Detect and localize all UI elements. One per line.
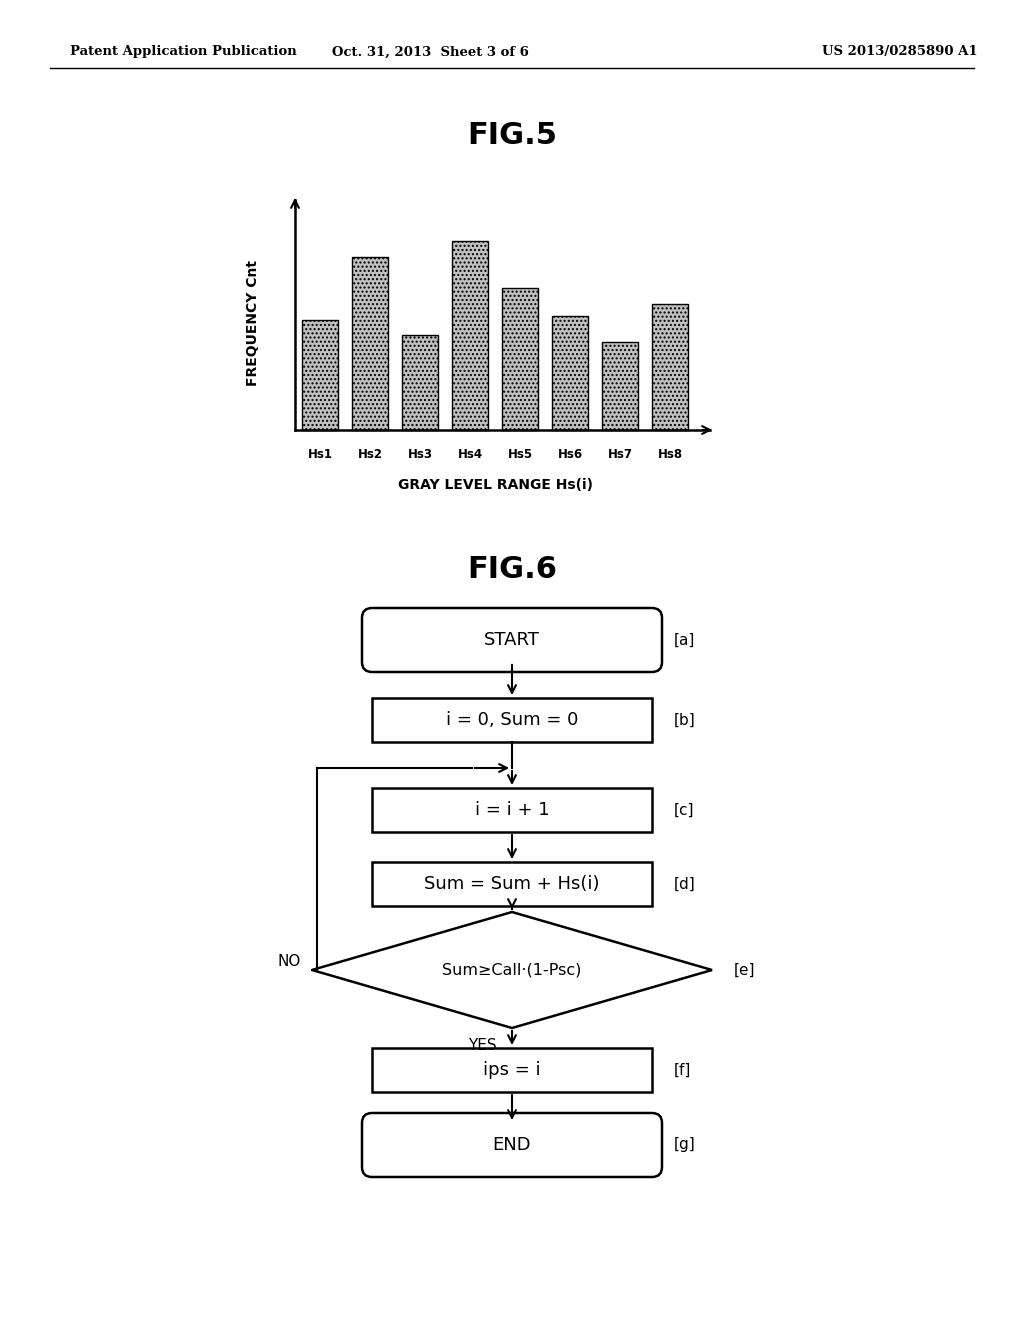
Text: Hs5: Hs5 xyxy=(508,447,532,461)
Text: GRAY LEVEL RANGE Hs(i): GRAY LEVEL RANGE Hs(i) xyxy=(397,478,593,492)
Bar xyxy=(502,288,538,430)
Text: [a]: [a] xyxy=(674,632,695,648)
Text: Oct. 31, 2013  Sheet 3 of 6: Oct. 31, 2013 Sheet 3 of 6 xyxy=(332,45,528,58)
Text: Hs1: Hs1 xyxy=(307,447,333,461)
Text: [b]: [b] xyxy=(674,713,695,727)
Text: [d]: [d] xyxy=(674,876,695,891)
Text: Hs8: Hs8 xyxy=(657,447,683,461)
Text: Hs6: Hs6 xyxy=(557,447,583,461)
Text: US 2013/0285890 A1: US 2013/0285890 A1 xyxy=(822,45,978,58)
Text: START: START xyxy=(484,631,540,649)
Text: Hs2: Hs2 xyxy=(357,447,383,461)
FancyBboxPatch shape xyxy=(362,609,662,672)
Text: [f]: [f] xyxy=(674,1063,691,1077)
Text: Hs3: Hs3 xyxy=(408,447,432,461)
Bar xyxy=(602,342,638,430)
Bar xyxy=(402,335,438,430)
Text: [c]: [c] xyxy=(674,803,694,817)
Bar xyxy=(452,240,488,430)
Text: [g]: [g] xyxy=(674,1138,695,1152)
Text: FREQUENCY Cnt: FREQUENCY Cnt xyxy=(246,260,260,385)
Bar xyxy=(372,698,652,742)
Bar xyxy=(372,788,652,832)
Text: i = 0, Sum = 0: i = 0, Sum = 0 xyxy=(445,711,579,729)
Text: NO: NO xyxy=(278,954,301,969)
Bar xyxy=(652,304,688,430)
Bar xyxy=(352,256,388,430)
Text: YES: YES xyxy=(468,1038,497,1053)
Polygon shape xyxy=(312,912,712,1028)
Text: END: END xyxy=(493,1137,531,1154)
Bar xyxy=(372,1048,652,1092)
Text: FIG.6: FIG.6 xyxy=(467,556,557,585)
Bar xyxy=(302,319,338,430)
Text: Hs7: Hs7 xyxy=(607,447,633,461)
Text: FIG.5: FIG.5 xyxy=(467,120,557,149)
Bar xyxy=(552,317,588,430)
Text: Patent Application Publication: Patent Application Publication xyxy=(70,45,297,58)
FancyBboxPatch shape xyxy=(362,1113,662,1177)
Text: Sum = Sum + Hs(i): Sum = Sum + Hs(i) xyxy=(424,875,600,894)
Text: ips = i: ips = i xyxy=(483,1061,541,1078)
Text: [e]: [e] xyxy=(734,962,756,978)
Text: i = i + 1: i = i + 1 xyxy=(475,801,549,818)
Text: Hs4: Hs4 xyxy=(458,447,482,461)
Text: Sum≥Call·(1-Psc): Sum≥Call·(1-Psc) xyxy=(442,962,582,978)
Bar xyxy=(372,862,652,906)
